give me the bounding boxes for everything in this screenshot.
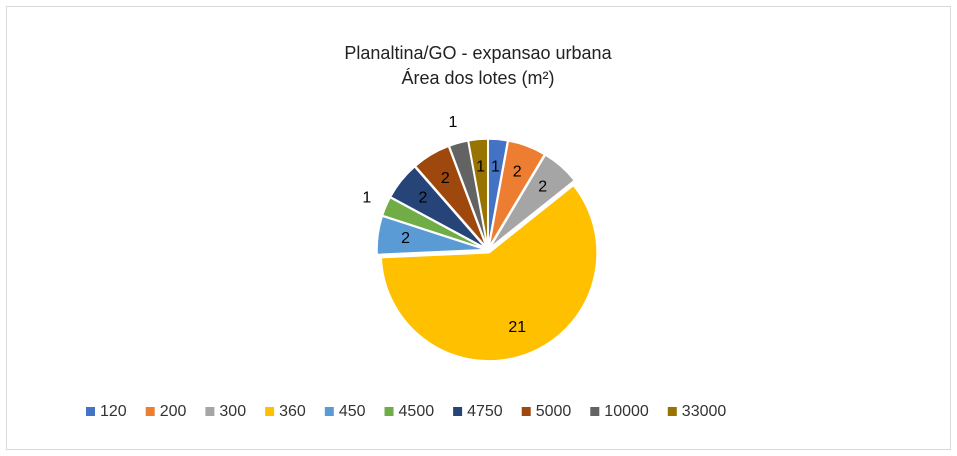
data-label: 1 bbox=[491, 158, 500, 175]
data-label: 2 bbox=[441, 170, 450, 187]
legend-label: 360 bbox=[279, 403, 306, 420]
data-label: 2 bbox=[419, 189, 428, 206]
data-label: 2 bbox=[513, 163, 522, 180]
legend-swatch bbox=[86, 407, 95, 416]
legend-swatch bbox=[453, 407, 463, 416]
chart-title: Planaltina/GO - expansao urbana bbox=[344, 43, 612, 63]
legend-label: 4500 bbox=[399, 403, 435, 420]
legend-label: 10000 bbox=[604, 403, 649, 420]
pie-slice bbox=[489, 153, 576, 249]
pie-slice bbox=[414, 145, 488, 248]
pie-slice bbox=[381, 196, 486, 250]
legend-swatch bbox=[324, 407, 334, 416]
pie-slice bbox=[467, 138, 489, 248]
data-label: 1 bbox=[476, 158, 485, 175]
pie-slice bbox=[380, 184, 598, 362]
data-label: 21 bbox=[508, 319, 526, 336]
data-label: 2 bbox=[538, 179, 547, 196]
legend-swatch bbox=[521, 407, 531, 416]
legend-label: 300 bbox=[219, 403, 246, 420]
chart-subtitle: Área dos lotes (m²) bbox=[401, 68, 554, 88]
pie-slice bbox=[488, 140, 546, 248]
legend-label: 5000 bbox=[536, 403, 572, 420]
legend-swatch bbox=[667, 407, 677, 416]
data-label: 2 bbox=[401, 230, 410, 247]
legend-label: 4750 bbox=[467, 403, 503, 420]
legend-swatch bbox=[590, 407, 600, 416]
data-label: 1 bbox=[362, 189, 371, 206]
pie-slice bbox=[389, 165, 487, 249]
legend-swatch bbox=[384, 407, 394, 416]
legend-swatch bbox=[205, 407, 215, 416]
legend-label: 120 bbox=[100, 403, 127, 420]
pie-slice bbox=[376, 215, 486, 256]
data-label: 1 bbox=[448, 114, 457, 131]
legend-label: 200 bbox=[160, 403, 187, 420]
legend-swatch bbox=[145, 407, 155, 416]
legend-label: 33000 bbox=[682, 403, 727, 420]
legend-label: 450 bbox=[339, 403, 366, 420]
legend-swatch bbox=[265, 407, 275, 416]
